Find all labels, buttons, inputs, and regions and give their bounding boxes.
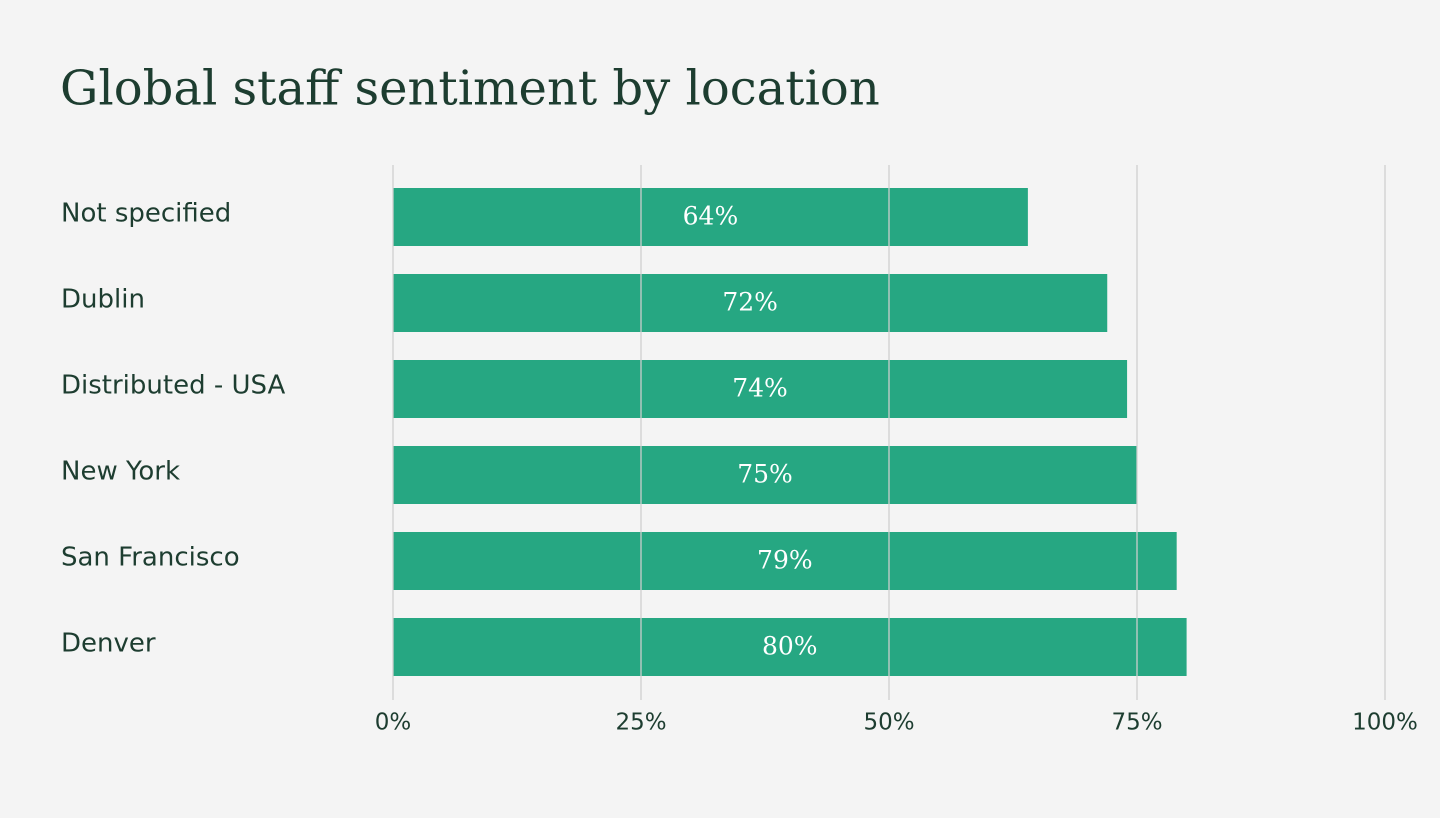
x-tick-label: 25% — [615, 710, 666, 736]
y-tick-label: Denver — [61, 629, 156, 659]
y-tick-label: Distributed - USA — [61, 371, 286, 401]
y-tick-label: New York — [61, 457, 180, 487]
bar — [393, 618, 1187, 676]
x-tick-label: 100% — [1352, 710, 1418, 736]
value-label: 64% — [683, 202, 739, 231]
bar — [393, 188, 1028, 246]
x-tick-label: 50% — [863, 710, 914, 736]
chart-title: Global staff sentiment by location — [60, 61, 880, 117]
y-tick-label: San Francisco — [61, 543, 240, 573]
bar — [393, 360, 1128, 418]
value-label: 75% — [737, 460, 793, 489]
value-label: 79% — [757, 546, 813, 575]
bar — [393, 532, 1177, 590]
bar — [393, 446, 1137, 504]
value-label: 74% — [732, 374, 788, 403]
y-tick-label: Dublin — [61, 285, 145, 315]
value-label: 72% — [722, 288, 778, 317]
value-label: 80% — [762, 632, 818, 661]
x-tick-label: 0% — [375, 710, 412, 736]
x-tick-label: 75% — [1111, 710, 1162, 736]
y-tick-label: Not specified — [61, 199, 231, 229]
bar — [393, 274, 1108, 332]
